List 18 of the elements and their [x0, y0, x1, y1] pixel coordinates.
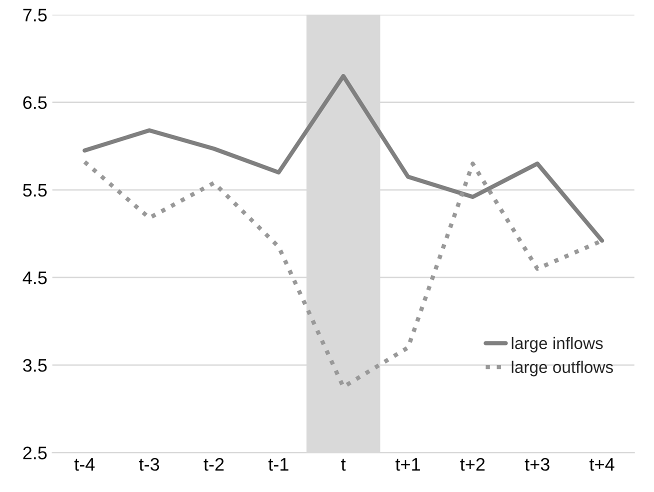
y-tick-label: 7.5: [23, 8, 47, 22]
x-tick-label: t-2: [204, 458, 224, 471]
legend-label: large outflows: [512, 360, 613, 376]
x-tick-label: t-4: [74, 458, 95, 471]
y-tick-label: 6.5: [23, 96, 47, 110]
y-tick-label: 4.5: [22, 272, 47, 284]
x-tick-label: t+1: [395, 458, 420, 471]
y-tick-label: 3.5: [23, 359, 47, 372]
x-tick-label: t-3: [139, 458, 160, 471]
x-tick-label: t+4: [590, 458, 614, 471]
x-tick-label: t+3: [524, 458, 550, 471]
y-tick-label: 5.5: [23, 184, 47, 197]
legend-label: large inflows: [512, 336, 603, 352]
x-tick-label: t-1: [268, 458, 288, 471]
x-tick-label: t+2: [460, 458, 485, 471]
line-series: [82, 74, 604, 243]
x-tick-label: t: [341, 458, 346, 471]
y-tick-label: 2.5: [23, 446, 47, 460]
